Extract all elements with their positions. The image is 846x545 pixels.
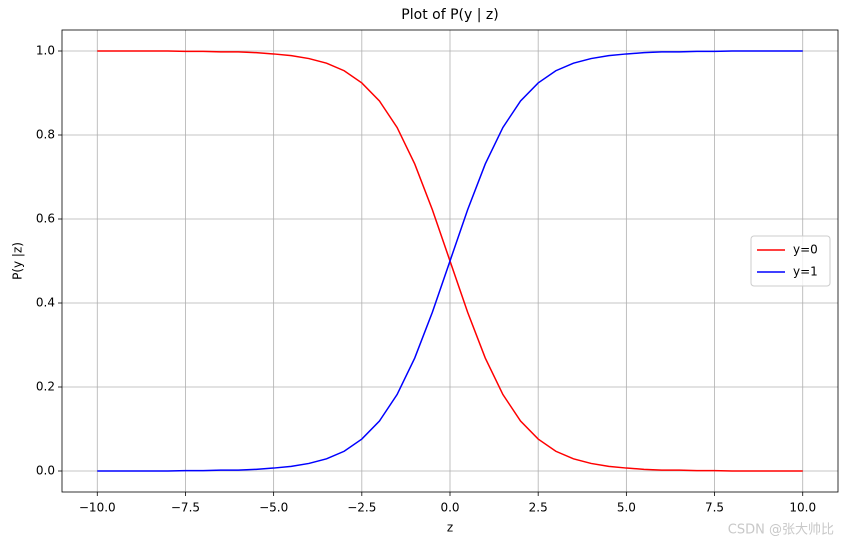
x-tick-label: 10.0 — [789, 501, 816, 515]
x-tick-label: 7.5 — [705, 501, 724, 515]
y-tick-label: 0.4 — [36, 296, 55, 310]
y-axis-label: P(y |z) — [11, 242, 25, 280]
y-tick-label: 0.8 — [36, 128, 55, 142]
legend-box — [750, 235, 831, 287]
line — [97, 50, 803, 472]
x-tick-label: 5.0 — [617, 501, 636, 515]
x-tick-label: −10.0 — [79, 501, 116, 515]
y-tick-label: 0.6 — [36, 212, 55, 226]
legend-label: y=0 — [793, 243, 818, 257]
x-tick-label: 0.0 — [440, 501, 459, 515]
x-tick-label: −5.0 — [259, 501, 288, 515]
y-tick-label: 0.0 — [36, 464, 55, 478]
chart-title: Plot of P(y | z) — [401, 7, 498, 23]
x-tick-label: −7.5 — [171, 501, 200, 515]
watermark: CSDN @张大帅比 — [728, 523, 834, 538]
y-tick-label: 1.0 — [36, 44, 55, 58]
axes-frame — [61, 29, 839, 493]
y-tick-label: 0.2 — [36, 380, 55, 394]
x-tick-label: −2.5 — [347, 501, 376, 515]
legend-label: y=1 — [793, 265, 818, 279]
x-tick-label: 2.5 — [529, 501, 548, 515]
x-axis-label: z — [447, 521, 453, 535]
